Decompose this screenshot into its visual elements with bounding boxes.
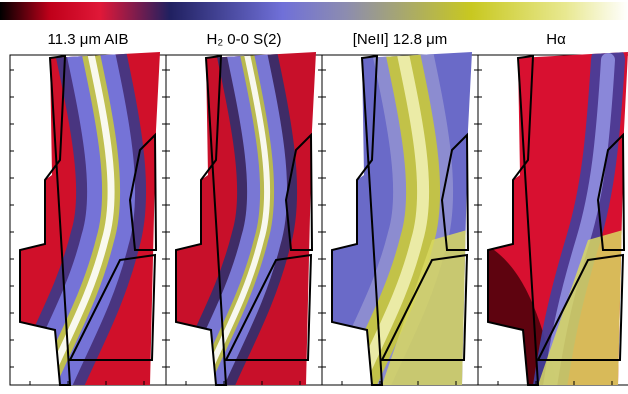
contour [331, 54, 384, 386]
contour [596, 132, 626, 251]
panel: [NeII] 12.8 μm [321, 31, 479, 386]
contour [175, 54, 228, 386]
panel-title: [NeII] 12.8 μm [353, 31, 448, 48]
colorbar [0, 2, 628, 20]
image-band [346, 52, 430, 385]
panel: 11.3 μm AIB [9, 31, 167, 386]
contour [440, 132, 470, 251]
contour [224, 253, 313, 361]
panel-title: H₂ 0-0 S(2) [206, 31, 281, 48]
contour [68, 253, 157, 361]
panel-title: 11.3 μm AIB [48, 31, 129, 48]
image-patch [538, 230, 623, 385]
contour [284, 132, 314, 251]
panels: 11.3 μm AIB H₂ 0-0 S(2) [NeII] 12.8 μm Hα [9, 31, 628, 386]
contour [487, 54, 540, 386]
contour [128, 132, 158, 251]
image-patch [382, 230, 467, 385]
panel-title: Hα [546, 31, 566, 48]
panel: H₂ 0-0 S(2) [165, 31, 323, 386]
panel: Hα [477, 31, 628, 386]
contour [19, 54, 72, 386]
image-band [193, 52, 271, 385]
contour [380, 253, 469, 361]
contour [536, 253, 625, 361]
image-band [36, 52, 115, 385]
